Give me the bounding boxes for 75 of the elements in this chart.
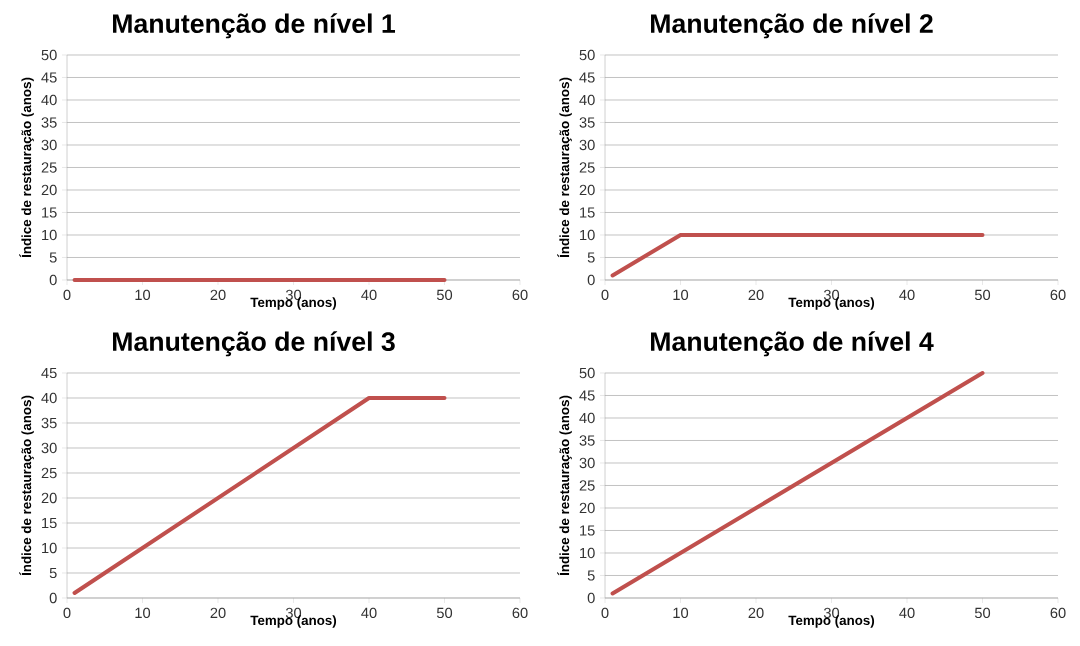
- x-tick-label: 0: [63, 607, 71, 619]
- y-tick-label: 50: [579, 367, 595, 379]
- y-tick-label: 10: [42, 542, 57, 554]
- x-tick-label: 40: [361, 289, 377, 301]
- x-tick-label: 20: [210, 289, 226, 301]
- x-tick-label: 20: [748, 607, 764, 619]
- x-tick-label: 60: [1050, 607, 1066, 619]
- y-tick-label: 25: [579, 480, 595, 491]
- y-tick-label: 20: [579, 502, 595, 514]
- x-tick-label: 0: [63, 289, 71, 301]
- y-tick-label: 25: [41, 467, 57, 479]
- y-tick-label: 15: [580, 525, 595, 536]
- x-tick-label: 20: [210, 607, 226, 619]
- y-tick-label: 30: [579, 457, 595, 469]
- chart-title: Manutenção de nível 4: [651, 331, 934, 357]
- x-tick-label: 0: [601, 607, 609, 619]
- y-tick-label: 30: [41, 139, 57, 151]
- y-tick-label: 40: [41, 94, 57, 106]
- y-tick-label: 5: [587, 570, 595, 581]
- x-tick-label: 60: [512, 607, 528, 619]
- y-tick-label: 5: [49, 567, 57, 579]
- y-tick-label: 0: [587, 274, 595, 286]
- y-tick-label: 35: [41, 417, 57, 429]
- x-tick-label: 10: [135, 607, 151, 619]
- y-tick-label: 45: [41, 72, 57, 83]
- x-tick-label: 20: [748, 289, 764, 301]
- y-tick-label: 15: [580, 207, 595, 218]
- y-tick-label: 25: [579, 162, 595, 173]
- y-tick-label: 35: [579, 117, 595, 128]
- y-axis-title: Índice de restauração (anos): [557, 395, 572, 576]
- y-tick-label: 35: [41, 117, 57, 128]
- x-tick-label: 10: [673, 289, 689, 301]
- x-tick-label: 60: [512, 289, 528, 301]
- y-tick-label: 20: [41, 492, 57, 504]
- y-tick-label: 0: [49, 592, 57, 604]
- y-tick-label: 45: [41, 367, 57, 379]
- y-tick-label: 25: [41, 162, 57, 173]
- x-tick-label: 40: [899, 289, 915, 301]
- y-tick-label: 15: [42, 207, 57, 218]
- y-tick-label: 20: [579, 184, 595, 196]
- x-tick-label: 60: [1050, 289, 1066, 301]
- y-axis-title: Índice de restauração (anos): [557, 77, 572, 258]
- x-tick-label: 10: [673, 607, 689, 619]
- y-tick-label: 40: [579, 412, 595, 424]
- chart-title: Manutenção de nível 3: [113, 331, 395, 357]
- y-tick-label: 15: [42, 517, 57, 529]
- y-tick-label: 10: [580, 547, 595, 559]
- y-tick-label: 0: [587, 592, 595, 604]
- x-tick-label: 50: [436, 607, 453, 619]
- y-tick-label: 40: [41, 392, 57, 404]
- x-tick-label: 50: [436, 289, 453, 301]
- y-axis-title: Índice de restauração (anos): [19, 395, 34, 576]
- y-tick-label: 30: [41, 442, 57, 454]
- chart-title: Manutenção de nível 1: [113, 13, 396, 39]
- y-tick-label: 40: [579, 94, 595, 106]
- y-tick-label: 0: [49, 274, 57, 286]
- y-tick-label: 35: [579, 435, 595, 446]
- y-tick-label: 45: [579, 72, 595, 83]
- x-tick-label: 50: [974, 289, 991, 301]
- x-tick-label: 10: [135, 289, 151, 301]
- y-axis-title: Índice de restauração (anos): [19, 77, 34, 258]
- y-tick-label: 10: [580, 229, 595, 241]
- y-tick-label: 50: [579, 49, 595, 61]
- x-tick-label: 40: [361, 607, 377, 619]
- x-tick-label: 0: [601, 289, 609, 301]
- y-tick-label: 30: [579, 139, 595, 151]
- y-tick-label: 20: [41, 184, 57, 196]
- y-tick-label: 50: [41, 49, 57, 61]
- y-tick-label: 10: [42, 229, 57, 241]
- y-tick-label: 45: [579, 390, 595, 401]
- y-tick-label: 5: [49, 252, 57, 263]
- chart-title: Manutenção de nível 2: [651, 13, 933, 39]
- y-tick-label: 5: [587, 252, 595, 263]
- x-tick-label: 40: [899, 607, 915, 619]
- x-tick-label: 50: [974, 607, 991, 619]
